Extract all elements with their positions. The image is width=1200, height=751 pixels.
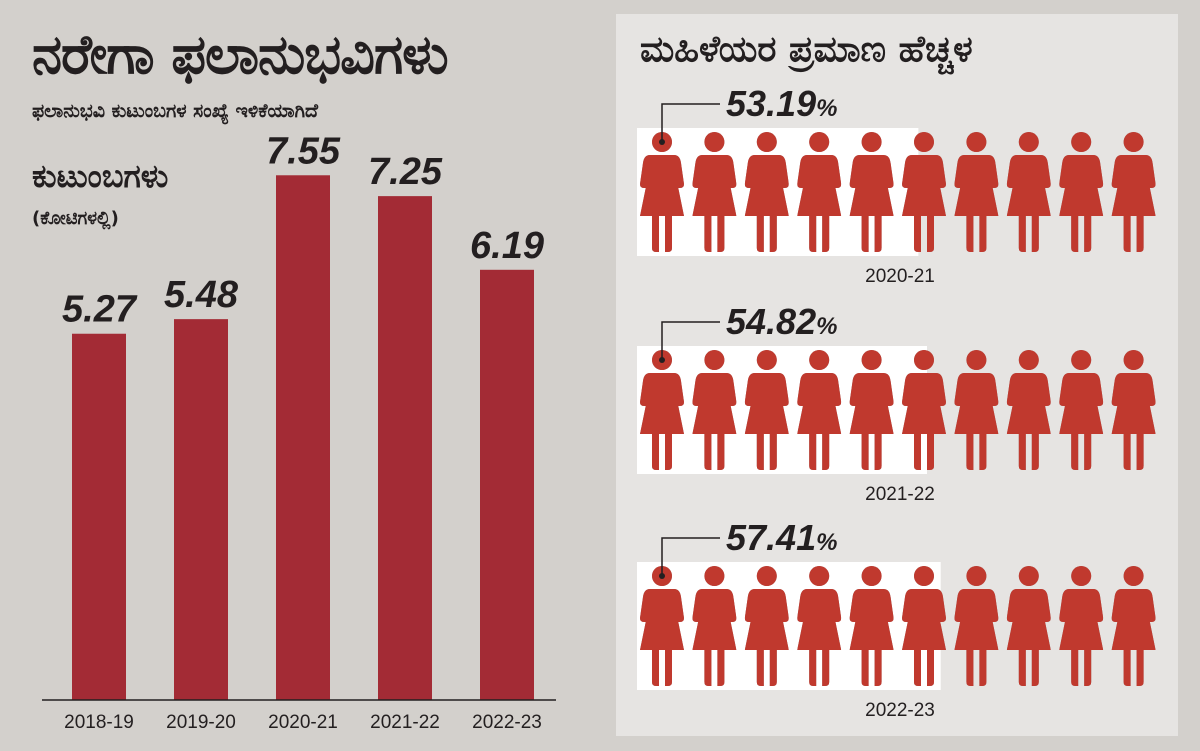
year-label: 2021-22	[865, 484, 935, 505]
y-axis-unit: (ಕೋಟಿಗಳಲ್ಲಿ)	[32, 208, 119, 229]
woman-icon	[954, 566, 998, 686]
woman-icon	[954, 132, 998, 252]
woman-icon	[1007, 132, 1051, 252]
x-tick-label: 2018-19	[64, 712, 134, 733]
callout-dot	[659, 357, 665, 363]
bar-value-label: 5.48	[164, 274, 239, 316]
x-tick-label: 2022-23	[472, 712, 542, 733]
callout-dot	[659, 573, 665, 579]
bar-2019-20	[174, 319, 228, 700]
woman-icon	[1007, 566, 1051, 686]
callout-leader	[661, 321, 720, 360]
percent-label: 57.41%	[726, 517, 837, 558]
percent-label: 54.82%	[726, 301, 837, 342]
bar-value-label: 7.55	[266, 130, 341, 172]
chart-subtitle: ಫಲಾನುಭವಿ ಕುಟುಂಬಗಳ ಸಂಖ್ಯೆ ಇಳಿಕೆಯಾಗಿದೆ	[32, 100, 319, 122]
percent-sign: %	[816, 313, 837, 340]
woman-icon	[1059, 350, 1103, 470]
bar-value-label: 7.25	[368, 151, 443, 193]
callout-leader	[661, 537, 720, 576]
bar-value-label: 6.19	[470, 225, 544, 267]
woman-icon	[1059, 566, 1103, 686]
filled-backdrop	[637, 562, 941, 690]
x-tick-label: 2021-22	[370, 712, 440, 733]
bar-2021-22	[378, 196, 432, 700]
x-tick-label: 2019-20	[166, 712, 236, 733]
bar-2020-21	[276, 175, 330, 700]
year-label: 2022-23	[865, 700, 935, 721]
pictograph-row-2021-22: 54.82% 2021-22	[637, 301, 1156, 505]
pictograph-row-2022-23: 57.41% 2022-23	[637, 517, 1156, 721]
bar-2018-19	[72, 333, 126, 700]
pictograph-title: ಮಹಿಳೆಯರ ಪ್ರಮಾಣ ಹೆಚ್ಚಳ	[640, 29, 973, 70]
bar-chart: 5.27 2018-19 5.48 2019-20 7.55 2020-21 7.25 202…	[42, 130, 556, 733]
woman-icon	[1112, 566, 1156, 686]
percent-label: 53.19%	[726, 83, 837, 124]
chart-title: ನರೇಗಾ ಫಲಾನುಭವಿಗಳು	[32, 23, 449, 86]
woman-icon	[1059, 132, 1103, 252]
percent-sign: %	[816, 529, 837, 556]
x-tick-label: 2020-21	[268, 712, 338, 733]
y-axis-label: ಕುಟುಂಬಗಳು	[32, 157, 169, 195]
woman-icon	[1112, 350, 1156, 470]
woman-icon	[1007, 350, 1051, 470]
callout-dot	[659, 139, 665, 145]
bar-value-label: 5.27	[62, 289, 138, 331]
callout-leader	[661, 103, 720, 142]
bar-2022-23	[480, 269, 534, 700]
percent-sign: %	[816, 95, 837, 122]
pictograph-row-2020-21: 53.19% 2020-21	[637, 83, 1156, 287]
year-label: 2020-21	[865, 266, 935, 287]
woman-icon	[1112, 132, 1156, 252]
woman-icon	[954, 350, 998, 470]
